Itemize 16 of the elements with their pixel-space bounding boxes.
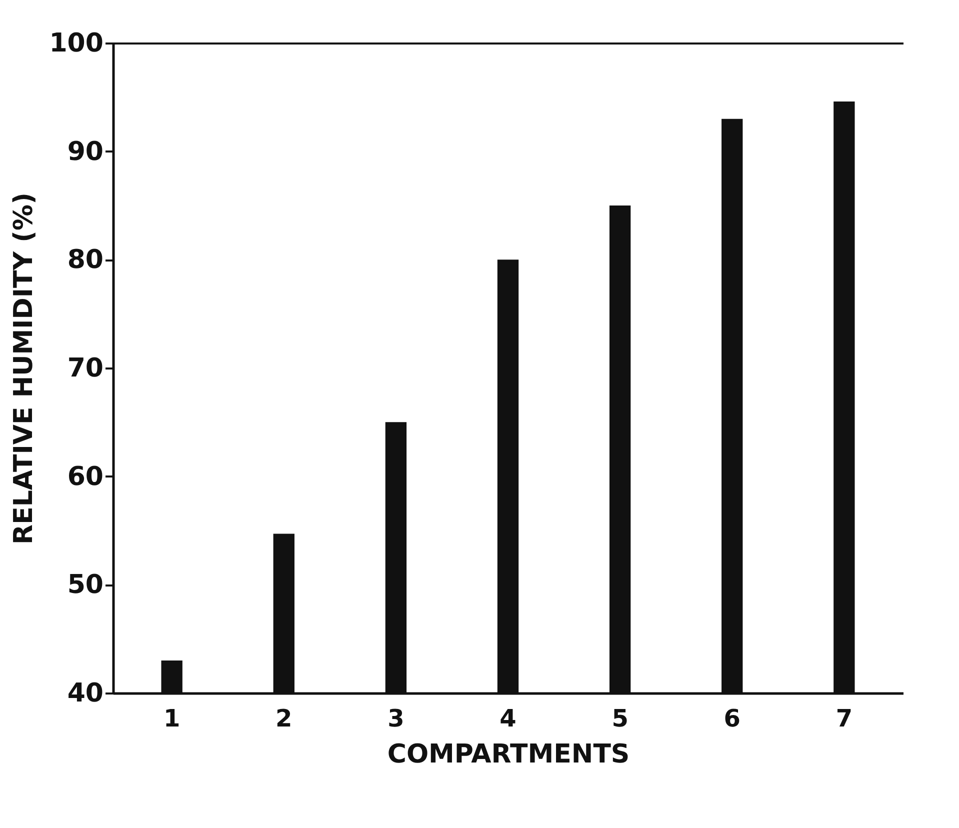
x-tick-label: 4 — [500, 704, 516, 732]
y-tick-label: 40 — [67, 678, 104, 708]
y-tick-label: 100 — [49, 28, 104, 58]
y-tick-label: 70 — [67, 354, 104, 384]
y-tick-label: 90 — [67, 136, 104, 167]
y-tick-label: 60 — [67, 462, 104, 492]
x-tick-label: 6 — [724, 704, 740, 732]
x-tick-label: 2 — [276, 704, 292, 732]
x-tick-label: 5 — [612, 704, 628, 732]
x-axis-title: COMPARTMENTS — [387, 740, 630, 770]
y-axis-title: RELATIVE HUMIDITY (%) — [9, 192, 40, 544]
y-tick-label: 80 — [67, 245, 104, 276]
y-tick-label: 50 — [67, 570, 104, 600]
x-tick-label: 3 — [388, 704, 404, 732]
x-tick-label: 7 — [836, 704, 853, 732]
x-tick-label: 1 — [163, 704, 180, 732]
